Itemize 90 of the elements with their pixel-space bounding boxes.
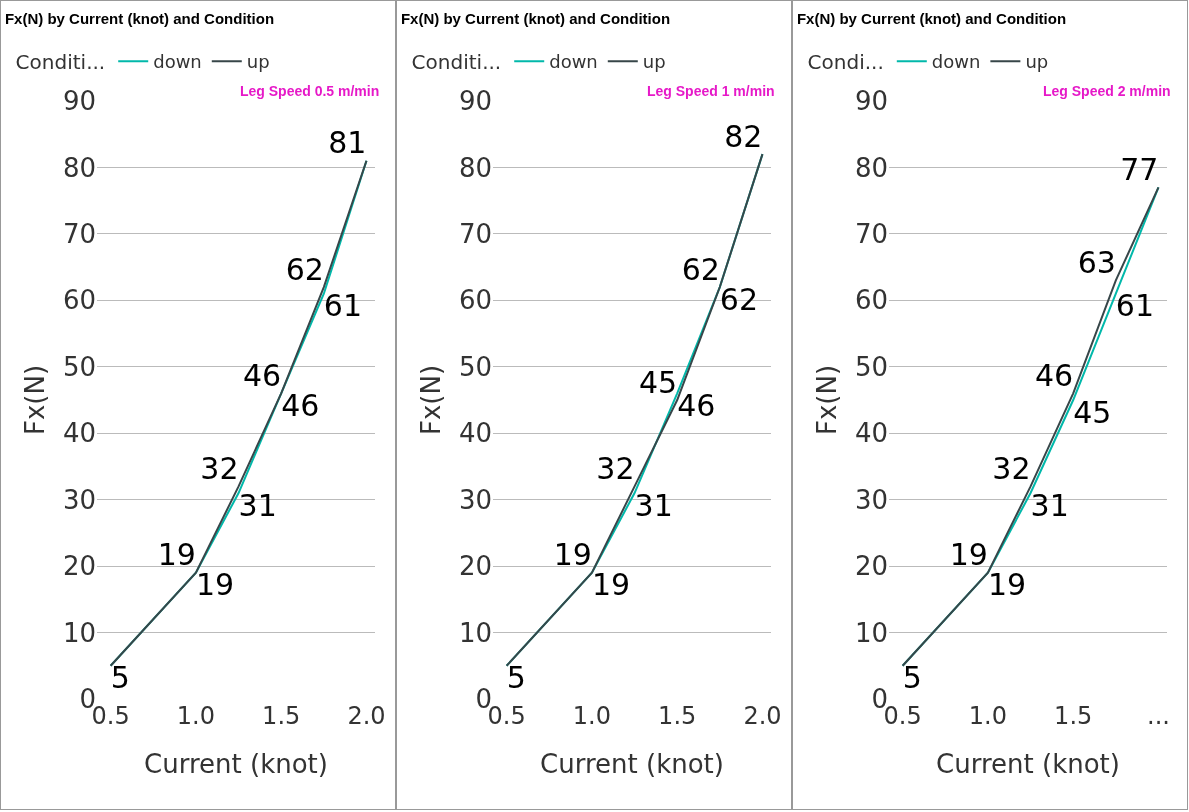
legend-label: up <box>1025 51 1049 73</box>
y-tick-label: 20 <box>458 551 492 582</box>
line-series <box>505 153 764 667</box>
y-axis-title: Fx(N) <box>20 364 51 436</box>
line-series <box>901 186 1160 667</box>
data-label: 19 <box>157 537 196 573</box>
legend-title: Conditi... <box>15 50 106 75</box>
data-label: 19 <box>949 537 988 573</box>
data-label: 46 <box>1035 357 1074 393</box>
data-label: 45 <box>639 364 678 400</box>
y-tick-label: 60 <box>458 285 492 316</box>
data-label: 62 <box>719 281 759 317</box>
data-label: 63 <box>1077 244 1116 280</box>
y-tick-label: 80 <box>62 152 96 183</box>
y-tick-label: 40 <box>62 418 96 449</box>
y-tick-label: 50 <box>62 351 96 382</box>
x-axis-title: Current (knot) <box>540 748 724 779</box>
data-label: 82 <box>724 118 763 154</box>
data-label: 19 <box>987 567 1027 603</box>
y-tick-label: 40 <box>854 418 888 449</box>
data-label: 61 <box>1115 288 1155 324</box>
data-label: 31 <box>634 487 673 523</box>
data-label: 32 <box>992 450 1031 486</box>
y-tick-label: 70 <box>458 218 492 249</box>
x-tick-label: 1.5 <box>262 702 301 730</box>
y-tick-label: 30 <box>62 484 96 515</box>
y-tick-label: 60 <box>62 285 96 316</box>
y-tick-label: 20 <box>62 551 96 582</box>
y-tick-label: 80 <box>458 152 492 183</box>
chart-title: Fx(N) by Current (knot) and Condition <box>400 9 671 27</box>
legend-label: up <box>642 51 666 73</box>
data-label: 61 <box>323 288 363 324</box>
legend-label: down <box>153 51 202 73</box>
data-label: 62 <box>681 251 720 287</box>
y-tick-label: 10 <box>854 617 888 648</box>
data-label: 19 <box>591 567 631 603</box>
y-tick-label: 50 <box>854 351 888 382</box>
data-label: 46 <box>281 387 320 423</box>
x-tick-label: 1.0 <box>176 702 216 730</box>
data-label: 32 <box>596 450 635 486</box>
data-label: 5 <box>110 660 130 696</box>
y-tick-label: 70 <box>62 218 96 249</box>
y-tick-label: 40 <box>458 418 492 449</box>
data-label: 81 <box>328 125 367 161</box>
y-tick-label: 60 <box>854 285 888 316</box>
y-tick-label: 80 <box>854 152 888 183</box>
line-series <box>109 159 368 667</box>
legend-label: up <box>246 51 270 73</box>
x-tick-label: 1.5 <box>1054 702 1093 730</box>
data-label: 31 <box>1030 487 1069 523</box>
data-label: 19 <box>553 537 592 573</box>
y-axis-title: Fx(N) <box>416 364 447 436</box>
chart-title: Fx(N) by Current (knot) and Condition <box>4 9 275 27</box>
x-tick-label: 2.0 <box>347 702 386 730</box>
text: Leg Speed 1 m/min <box>647 83 775 99</box>
x-tick-label: ... <box>1147 702 1170 730</box>
x-tick-label: 1.0 <box>572 702 612 730</box>
data-label: 77 <box>1120 151 1159 187</box>
data-label: 62 <box>285 251 324 287</box>
x-axis-title: Current (knot) <box>144 748 328 779</box>
x-tick-label: 1.5 <box>658 702 697 730</box>
data-label: 5 <box>506 660 526 696</box>
legend-label: down <box>931 51 981 73</box>
data-label: 46 <box>243 357 282 393</box>
legend-title: Condi... <box>807 50 884 75</box>
y-tick-label: 70 <box>854 218 888 249</box>
data-label: 19 <box>195 567 235 603</box>
y-tick-label: 30 <box>854 484 888 515</box>
x-tick-label: 2.0 <box>743 702 782 730</box>
data-label: 46 <box>677 387 716 423</box>
y-tick-label: 90 <box>62 86 96 117</box>
data-label: 31 <box>238 487 277 523</box>
y-tick-label: 20 <box>854 551 888 582</box>
data-label: 5 <box>902 660 922 696</box>
y-tick-label: 10 <box>458 617 492 648</box>
legend-label: down <box>549 51 598 73</box>
y-tick-label: 90 <box>854 86 888 117</box>
data-label: 45 <box>1073 394 1112 430</box>
y-tick-label: 90 <box>458 86 492 117</box>
y-tick-label: 30 <box>458 484 492 515</box>
text: Leg Speed 0.5 m/min <box>240 83 380 99</box>
y-axis-title: Fx(N) <box>812 364 843 436</box>
y-tick-label: 50 <box>458 351 492 382</box>
x-axis-title: Current (knot) <box>936 748 1120 779</box>
x-tick-label: 1.0 <box>968 702 1008 730</box>
y-tick-label: 10 <box>62 617 96 648</box>
text: Leg Speed 2 m/min <box>1043 83 1171 99</box>
chart-title: Fx(N) by Current (knot) and Condition <box>796 9 1067 27</box>
legend-title: Conditi... <box>411 50 502 75</box>
data-label: 32 <box>200 450 239 486</box>
